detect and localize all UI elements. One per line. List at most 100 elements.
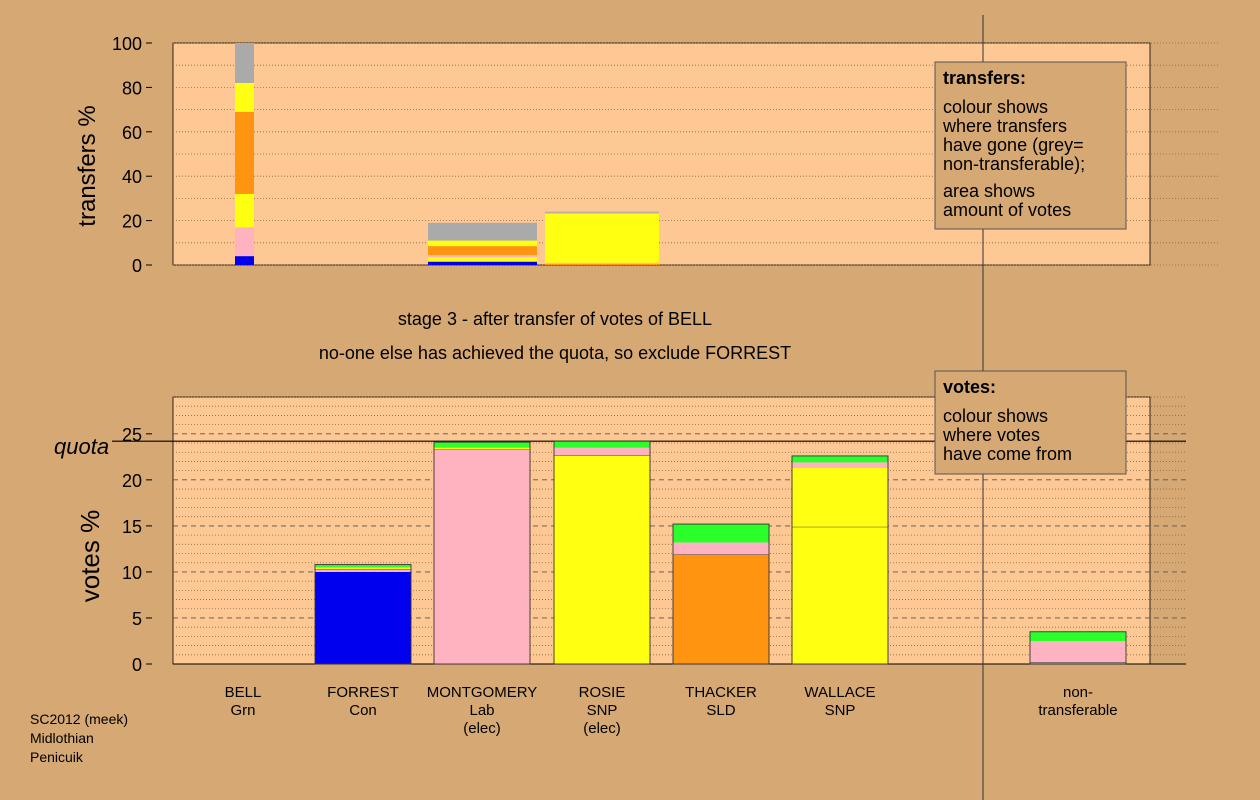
votes-bars	[314, 440, 1127, 665]
transfer-segment-lab	[235, 227, 254, 257]
transfers-legend-line-4: non-transferable);	[943, 154, 1085, 174]
transfer-segment-sld	[235, 111, 254, 194]
votes-legend-title: votes:	[943, 377, 996, 397]
vote-segment-lab	[673, 542, 769, 552]
transfers-legend-line-2: where transfers	[942, 116, 1067, 136]
transfer-segment-sld	[428, 246, 537, 256]
category-label-party: SNP	[587, 702, 618, 719]
vote-bar-outline	[791, 455, 889, 665]
vote-bar-outline	[553, 440, 651, 665]
transfer-segment-snp	[428, 240, 537, 247]
votes-legend-line-3: have come from	[943, 444, 1072, 464]
transfers-y-ticks: 0 20 40 60 80 100	[112, 34, 152, 276]
vote-segment-grn	[315, 564, 411, 568]
category-label-party: Grn	[230, 702, 255, 719]
votes-category-labels: BELLGrnFORRESTConMONTGOMERYLab(elec)ROSI…	[225, 684, 1118, 737]
vote-segment-lab	[434, 449, 530, 664]
transfer-segment-con	[235, 256, 254, 265]
vote-segment-lab	[673, 551, 769, 555]
votes-legend-box: votes: colour shows where votes have com…	[934, 370, 1127, 475]
vote-segment-lab	[1030, 640, 1126, 663]
transfer-segment-lab	[428, 255, 537, 258]
votes-y-tick-label: 15	[122, 517, 142, 537]
vote-bar-outline	[314, 564, 412, 665]
quota-label: quota	[54, 434, 109, 459]
transfers-legend-line-1: colour shows	[943, 97, 1048, 117]
category-label-party: Con	[349, 702, 377, 719]
vote-segment-grn	[554, 441, 650, 448]
votes-y-tick-label: 25	[122, 425, 142, 445]
transfers-legend-box: transfers: colour shows where transfers …	[934, 61, 1127, 230]
transfers-legend-line-6: amount of votes	[943, 200, 1071, 220]
transfers-y-tick-label: 60	[122, 123, 142, 143]
votes-y-ticks: 0 5 10 15 20 25	[122, 425, 152, 675]
transfer-segment-sld	[545, 263, 659, 265]
category-label-party: SLD	[706, 702, 735, 719]
vote-segment-grn	[673, 524, 769, 543]
footer-line-2: Midlothian	[30, 730, 94, 746]
transfer-segment-nontransferable	[545, 211, 659, 213]
vote-segment-snp	[792, 467, 888, 527]
category-label-name: THACKER	[685, 684, 757, 701]
stage-title: stage 3 - after transfer of votes of BEL…	[398, 309, 712, 329]
transfers-legend-frame	[934, 61, 1127, 230]
vote-bar-outline	[433, 441, 531, 665]
vote-segment-snp	[792, 526, 888, 664]
stage-subtitle: no-one else has achieved the quota, so e…	[319, 343, 791, 363]
category-label-status: (elec)	[583, 720, 621, 737]
transfers-y-tick-label: 80	[122, 78, 142, 98]
vote-segment-snp	[434, 447, 530, 450]
category-label-name: non-	[1063, 684, 1093, 701]
category-label-name: MONTGOMERY	[427, 684, 538, 701]
vote-segment-lab	[315, 569, 411, 572]
transfer-segment-snp	[545, 213, 659, 263]
category-label-party: transferable	[1038, 702, 1117, 719]
vote-segment-nontransferable	[1030, 662, 1126, 664]
vote-segment-lab	[554, 447, 650, 456]
votes-legend-line-2: where votes	[942, 425, 1040, 445]
votes-y-tick-label: 10	[122, 563, 142, 583]
transfers-legend-line-3: have gone (grey=	[943, 135, 1084, 155]
transfers-y-tick-label: 0	[132, 256, 142, 276]
vote-segment-sld	[673, 554, 769, 664]
votes-y-label: votes %	[75, 510, 105, 603]
category-label-name: FORREST	[327, 684, 399, 701]
votes-y-tick-label: 20	[122, 471, 142, 491]
vote-segment-con	[315, 571, 411, 664]
category-label-status: (elec)	[463, 720, 501, 737]
transfer-segment-snp	[428, 257, 537, 262]
vote-segment-grn	[434, 442, 530, 448]
transfers-y-label: transfers %	[74, 105, 101, 226]
vote-segment-grn	[792, 455, 888, 463]
vote-bar-outline	[1029, 631, 1127, 665]
category-label-party: Lab	[469, 702, 494, 719]
transfer-segment-snp	[235, 82, 254, 112]
transfer-segment-nontransferable	[428, 222, 537, 241]
category-label-name: WALLACE	[804, 684, 875, 701]
votes-legend-line-1: colour shows	[943, 406, 1048, 426]
footer: SC2012 (meek) Midlothian Penicuik	[30, 711, 128, 765]
transfers-y-tick-label: 100	[112, 34, 142, 54]
votes-y-tick-label: 0	[132, 655, 142, 675]
vote-segment-lab	[792, 462, 888, 468]
vote-bar-outline	[672, 523, 770, 665]
transfer-segment-con	[428, 261, 537, 265]
transfer-segment-snp	[235, 193, 254, 228]
transfers-bars	[235, 43, 659, 265]
votes-legend-frame	[934, 370, 1127, 475]
transfers-y-tick-label: 40	[122, 167, 142, 187]
transfer-segment-nontransferable	[235, 43, 254, 83]
transfers-legend-line-5: area shows	[943, 181, 1035, 201]
footer-line-1: SC2012 (meek)	[30, 711, 128, 727]
category-label-party: SNP	[825, 702, 856, 719]
category-label-name: ROSIE	[579, 684, 626, 701]
vote-segment-grn	[1030, 631, 1126, 641]
footer-line-3: Penicuik	[30, 749, 84, 765]
transfer-segment-lab	[545, 262, 659, 264]
vote-segment-snp	[315, 567, 411, 570]
transfer-segment-lab	[545, 212, 659, 214]
transfers-y-tick-label: 20	[122, 212, 142, 232]
vote-segment-snp	[554, 455, 650, 664]
